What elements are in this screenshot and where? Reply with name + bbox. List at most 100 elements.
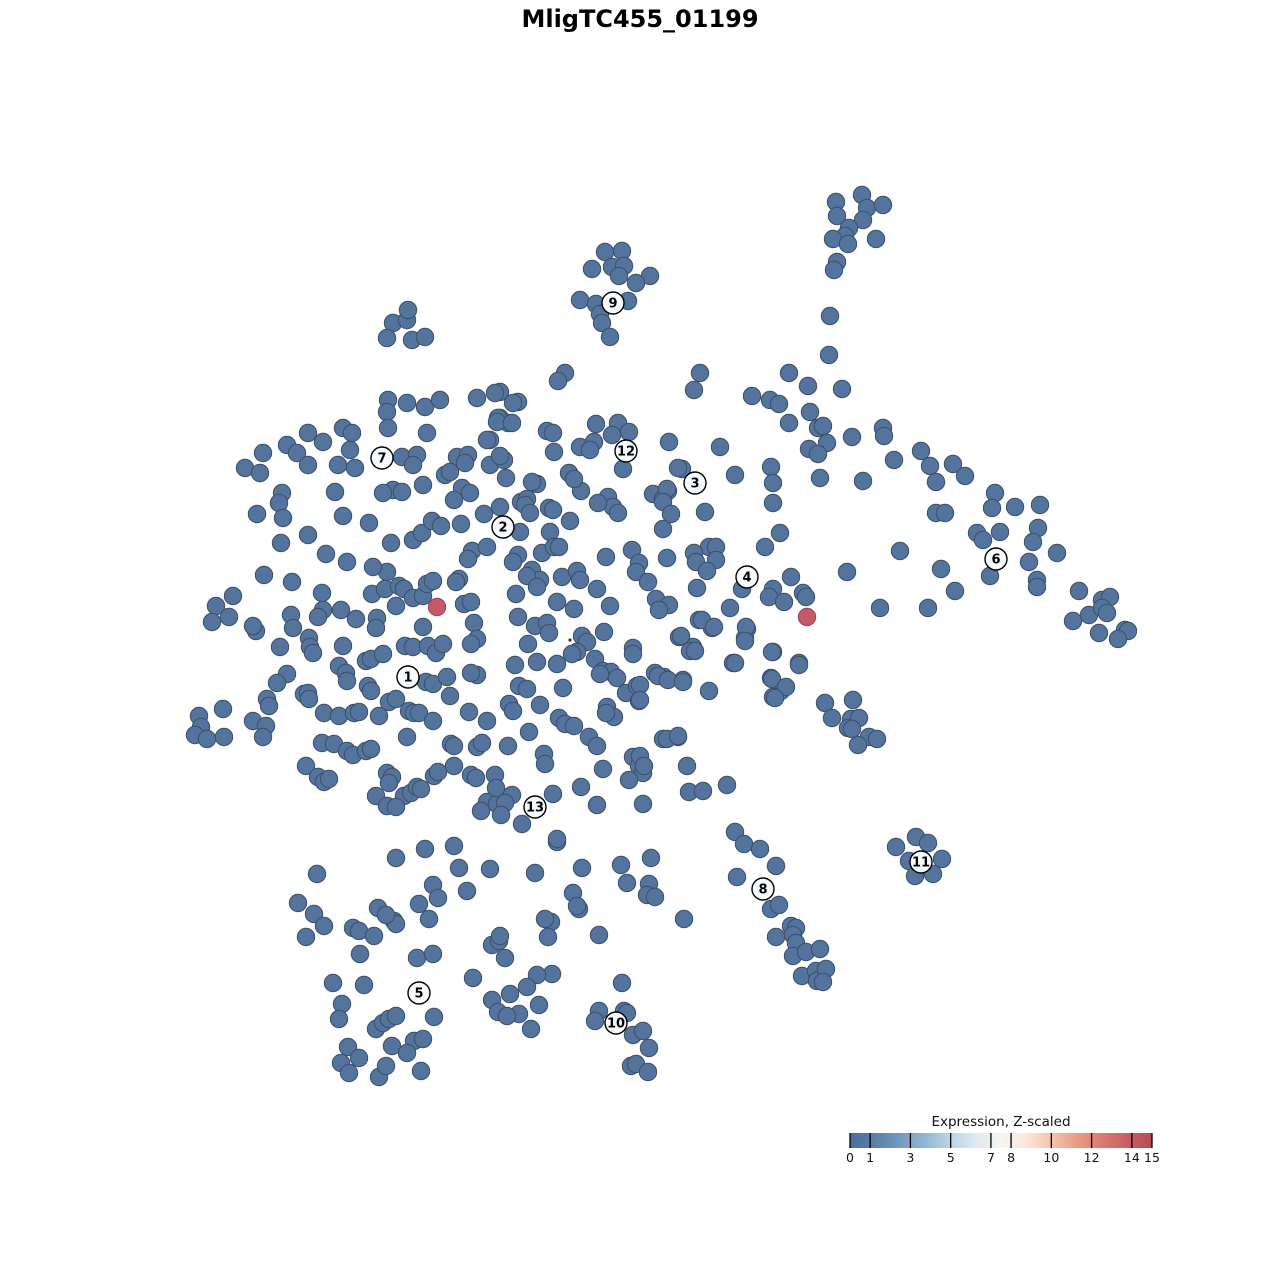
cell-point — [349, 702, 369, 722]
cell-point — [517, 679, 537, 699]
cell-point — [810, 468, 830, 488]
cell-point — [564, 469, 584, 489]
cluster-label-number: 6 — [991, 553, 1000, 568]
cell-point — [446, 572, 466, 592]
cell-point — [911, 441, 931, 461]
cell-point — [710, 437, 730, 457]
cell-point — [223, 586, 243, 606]
cell-point — [382, 1036, 402, 1056]
colorbar-tick-label: 7 — [987, 1150, 995, 1165]
cell-point — [345, 458, 365, 478]
cell-point — [596, 547, 616, 567]
cell-point — [612, 973, 632, 993]
cell-point — [955, 466, 975, 486]
cell-point — [423, 944, 443, 964]
cell-point — [522, 472, 542, 492]
cell-point — [1019, 552, 1039, 572]
cell-point — [273, 508, 293, 528]
cell-point — [763, 493, 783, 513]
cell-point — [298, 455, 318, 475]
colorbar-tick-label: 12 — [1084, 1150, 1100, 1165]
cell-point — [477, 537, 497, 557]
cell-point — [630, 690, 650, 710]
cell-point — [342, 423, 362, 443]
cluster-label-number: 9 — [608, 297, 617, 312]
cell-point — [376, 1056, 396, 1076]
cell-point — [547, 829, 567, 849]
cell-point — [386, 689, 406, 709]
cell-point — [564, 599, 584, 619]
cell-point — [503, 701, 523, 721]
cell-point — [874, 426, 894, 446]
cell-point — [571, 777, 591, 797]
cell-point — [498, 736, 518, 756]
cell-point — [354, 975, 374, 995]
cell-point — [415, 327, 435, 347]
cell-point — [419, 909, 439, 929]
cell-point — [890, 541, 910, 561]
cell-point — [397, 1043, 417, 1063]
cell-point — [403, 455, 423, 475]
cell-point — [763, 473, 783, 493]
cell-point — [755, 537, 775, 557]
colorbar-legend: Expression, Z-scaled 0 1 3 5 7 8 10 12 14 15 — [846, 1114, 1160, 1165]
cell-point — [580, 440, 600, 460]
cell-point — [423, 571, 443, 591]
cell-point — [560, 511, 580, 531]
stray-mark — [568, 638, 572, 642]
colorbar-ticks: 0 1 3 5 7 8 10 12 14 15 — [846, 1133, 1160, 1165]
cell-point — [813, 416, 833, 436]
cell-point — [611, 855, 631, 875]
cell-point — [397, 727, 417, 747]
cell-point — [412, 523, 432, 543]
cell-point — [346, 609, 366, 629]
cell-point — [935, 503, 955, 523]
cell-point — [477, 430, 497, 450]
cell-point — [298, 423, 318, 443]
cell-point — [490, 446, 510, 466]
cell-point — [619, 422, 639, 442]
cell-point — [590, 664, 610, 684]
cell-point — [697, 561, 717, 581]
cluster-label-5: 5 — [407, 981, 431, 1005]
cluster-label-number: 5 — [414, 987, 423, 1002]
colorbar-tick-label: 3 — [906, 1150, 914, 1165]
cell-point — [587, 736, 607, 756]
cell-point — [639, 1038, 659, 1058]
cell-point — [693, 781, 713, 801]
cell-point — [486, 778, 506, 798]
cluster-label-8: 8 — [751, 877, 775, 901]
cell-point — [259, 696, 279, 716]
cell-point — [742, 386, 762, 406]
cell-point — [649, 600, 669, 620]
cluster-label-13: 13 — [523, 795, 547, 819]
cell-point — [607, 668, 627, 688]
colorbar-tick-label: 0 — [846, 1150, 854, 1165]
cell-point — [570, 570, 590, 590]
cell-point — [582, 259, 602, 279]
cell-point — [350, 944, 370, 964]
cell-point — [307, 864, 327, 884]
cell-point — [521, 1019, 541, 1039]
cell-point — [564, 716, 584, 736]
cell-point — [776, 677, 796, 697]
cell-point — [472, 733, 492, 753]
cluster-label-number: 3 — [690, 477, 699, 492]
cluster-label-number: 7 — [377, 452, 386, 467]
cell-point — [570, 290, 590, 310]
cell-point — [638, 1062, 658, 1082]
cell-point — [779, 413, 799, 433]
cell-point — [271, 533, 291, 553]
cell-point — [547, 654, 567, 674]
cell-point — [1027, 577, 1047, 597]
cell-point — [328, 455, 348, 475]
cell-point — [444, 490, 464, 510]
cluster-label-circle — [751, 877, 775, 901]
cell-point — [668, 458, 688, 478]
cell-point — [781, 567, 801, 587]
cluster-label-circle — [683, 471, 707, 495]
cluster-label-circle — [604, 1011, 628, 1035]
cell-point — [444, 756, 464, 776]
cell-point — [455, 453, 475, 473]
colorbar-tick-label: 1 — [866, 1150, 874, 1165]
